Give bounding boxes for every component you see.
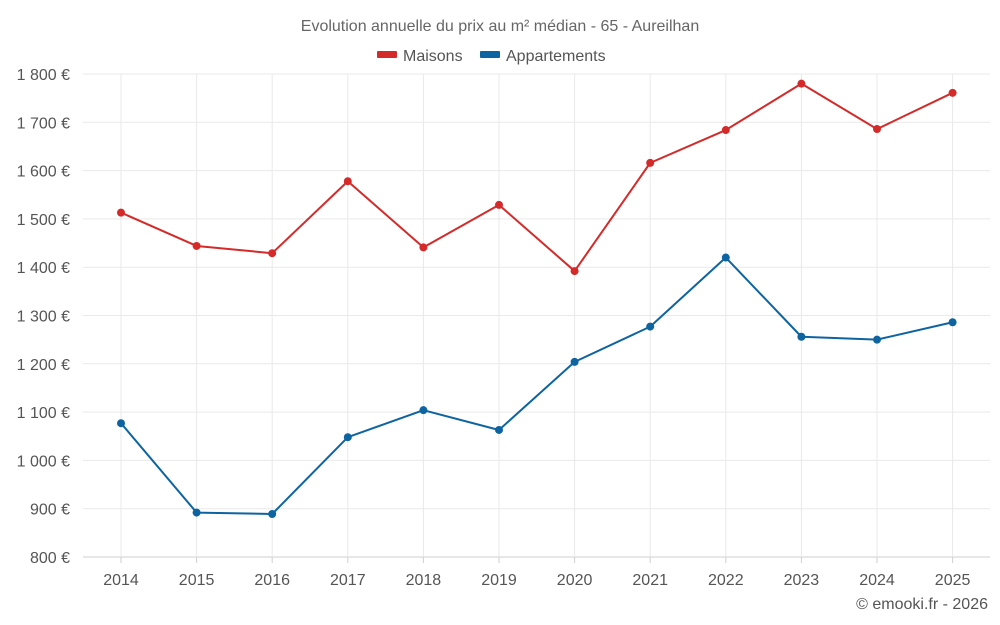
data-point-maisons: [873, 125, 881, 134]
credit-text: © emooki.fr - 2026: [856, 596, 988, 613]
data-point-appartements: [117, 419, 125, 428]
y-tick-label: 1 400 €: [17, 260, 70, 277]
y-tick-label: 1 500 €: [17, 212, 70, 229]
y-tick-label: 1 300 €: [17, 309, 70, 326]
data-point-maisons: [268, 249, 277, 258]
y-tick-label: 1 200 €: [17, 357, 70, 374]
y-tick-label: 1 700 €: [17, 115, 70, 132]
chart-title: Evolution annuelle du prix au m² médian …: [301, 18, 699, 35]
series-line-appartements: [120, 256, 953, 516]
x-tick-label: 2014: [103, 572, 139, 589]
x-tick-label: 2024: [859, 572, 895, 589]
data-point-maisons: [495, 200, 503, 209]
y-tick-label: 1 000 €: [17, 453, 70, 470]
legend-swatch-appartements: [480, 51, 500, 58]
data-point-maisons: [192, 241, 201, 250]
data-point-appartements: [570, 357, 579, 366]
data-point-appartements: [495, 425, 503, 434]
data-point-appartements: [419, 406, 428, 415]
x-tick-label: 2021: [632, 572, 668, 589]
legend-item-maisons[interactable]: Maisons: [377, 48, 463, 65]
data-point-maisons: [797, 79, 806, 88]
y-tick-label: 800 €: [30, 550, 70, 567]
data-point-appartements: [646, 322, 655, 331]
legend-label-appartements: Appartements: [506, 48, 606, 65]
x-tick-label: 2015: [179, 572, 215, 589]
x-tick-label: 2018: [406, 572, 442, 589]
x-tick-label: 2016: [254, 572, 290, 589]
x-tick-label: 2023: [784, 572, 820, 589]
data-point-appartements: [721, 253, 730, 262]
legend-swatch-maisons: [377, 51, 397, 58]
data-point-appartements: [797, 332, 806, 341]
data-point-maisons: [570, 267, 579, 276]
x-axis-ticks: 2014 2015 2016 2017 2018 2019 2020 2021 2022 2023…: [103, 572, 970, 589]
series: [117, 79, 957, 519]
data-point-appartements: [873, 335, 881, 344]
grid: [83, 73, 990, 563]
series-line-maisons: [120, 82, 954, 273]
data-point-maisons: [117, 208, 125, 217]
y-tick-label: 1 800 €: [17, 67, 70, 84]
x-tick-label: 2025: [935, 572, 971, 589]
x-tick-label: 2019: [481, 572, 517, 589]
x-tick-label: 2022: [708, 572, 744, 589]
x-tick-label: 2020: [557, 572, 593, 589]
legend-label-maisons: Maisons: [403, 48, 463, 65]
x-tick-label: 2017: [330, 572, 366, 589]
data-point-appartements: [268, 510, 277, 519]
y-tick-label: 1 100 €: [17, 405, 70, 422]
y-axis-ticks: 800 € 900 € 1 000 € 1 100 € 1 200 € 1 300 € 1 …: [17, 67, 70, 567]
y-tick-label: 900 €: [30, 502, 70, 519]
data-point-maisons: [948, 88, 957, 97]
data-point-appartements: [343, 433, 352, 442]
data-point-appartements: [948, 318, 957, 327]
data-point-maisons: [721, 126, 730, 135]
data-point-maisons: [419, 243, 428, 252]
data-point-maisons: [343, 177, 352, 186]
data-point-maisons: [646, 158, 655, 167]
legend-item-appartements[interactable]: Appartements: [480, 48, 606, 65]
data-point-appartements: [192, 508, 201, 517]
y-tick-label: 1 600 €: [17, 164, 70, 181]
legend: Maisons Appartements: [377, 48, 606, 65]
